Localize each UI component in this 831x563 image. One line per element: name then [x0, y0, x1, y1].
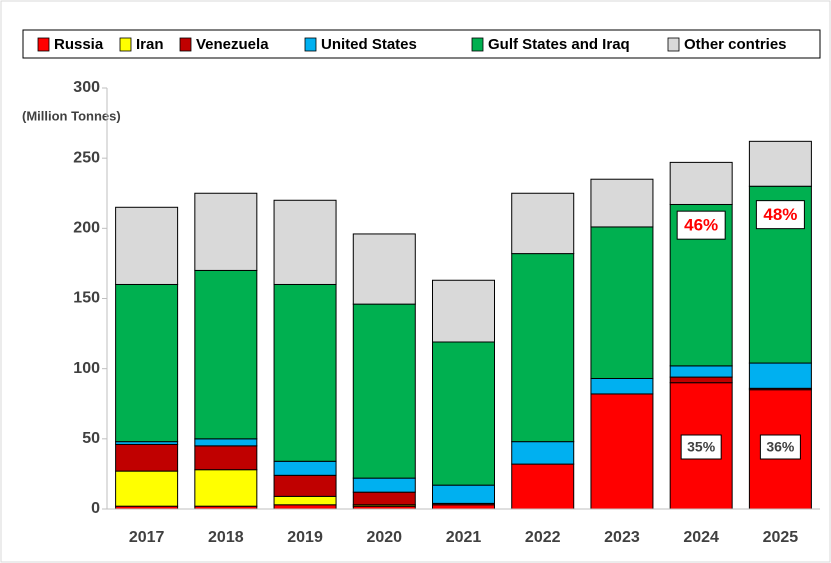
bar-segment	[115, 443, 179, 472]
x-tick-label: 2017	[129, 529, 165, 546]
y-tick-label: 0	[91, 500, 100, 517]
annotation: 35%	[687, 439, 716, 455]
annotation: 36%	[766, 439, 795, 455]
legend-label: United States	[321, 36, 417, 53]
x-tick-label: 2019	[287, 529, 323, 546]
bar-segment	[115, 283, 179, 443]
bar-segment	[273, 199, 337, 285]
annotation: 48%	[763, 205, 797, 224]
legend-swatch	[37, 37, 50, 52]
x-tick-label: 2021	[446, 529, 482, 546]
bar-segment	[590, 393, 654, 510]
legend-box	[22, 29, 821, 59]
bar-segment	[273, 460, 337, 476]
annotation-box	[676, 210, 726, 240]
annotation-box	[759, 434, 801, 460]
x-tick-label: 2018	[208, 529, 244, 546]
bar-segment	[511, 463, 575, 510]
x-tick-label: 2023	[604, 529, 640, 546]
bar-segment	[590, 377, 654, 395]
bar-segment	[273, 495, 337, 506]
y-tick-label: 300	[73, 79, 100, 96]
y-axis-label: (Million Tonnes)	[22, 108, 121, 123]
annotation-box	[755, 200, 805, 230]
x-tick-label: 2024	[683, 529, 719, 546]
bar-segment	[432, 279, 495, 343]
bar-segment	[273, 504, 337, 510]
bar-segment	[590, 226, 654, 379]
x-tick-label: 2022	[525, 529, 561, 546]
bar-segment	[352, 303, 416, 479]
legend-label: Gulf States and Iraq	[488, 36, 630, 53]
legend-swatch	[179, 37, 192, 52]
bar-segment	[273, 474, 337, 497]
legend-swatch	[667, 37, 680, 52]
bar-segment	[590, 178, 654, 228]
bar-segment	[352, 491, 416, 506]
annotation: 46%	[684, 216, 718, 235]
bar-segment	[511, 441, 575, 465]
y-tick-label: 50	[82, 430, 100, 447]
bar-segment	[115, 470, 179, 507]
annotation-box	[680, 434, 722, 460]
bar-segment	[194, 469, 258, 507]
y-tick-label: 150	[73, 290, 100, 307]
bar-segment	[352, 477, 416, 493]
bar-segment	[669, 161, 733, 205]
legend-swatch	[471, 37, 484, 52]
bar-segment	[115, 206, 179, 285]
bar-segment	[511, 253, 575, 443]
bar-segment	[352, 233, 416, 305]
bar-segment	[432, 341, 495, 486]
bar-segment	[669, 365, 733, 378]
legend-label: Iran	[136, 36, 164, 53]
bar-segment	[194, 269, 258, 440]
legend-label: Venezuela	[196, 36, 269, 53]
bar-segment	[194, 438, 258, 447]
y-tick-label: 100	[73, 360, 100, 377]
bar-segment	[432, 504, 495, 510]
bar-segment	[194, 192, 258, 271]
x-tick-label: 2020	[366, 529, 402, 546]
bar-segment	[194, 445, 258, 471]
bar-segment	[273, 283, 337, 462]
bar-segment	[669, 376, 733, 384]
legend-label: Other contries	[684, 36, 787, 53]
y-tick-label: 250	[73, 149, 100, 166]
legend-swatch	[119, 37, 132, 52]
bar-segment	[748, 140, 812, 187]
x-tick-label: 2025	[763, 529, 799, 546]
bar-segment	[432, 484, 495, 504]
bar-segment	[748, 362, 812, 389]
legend-swatch	[304, 37, 317, 52]
y-tick-label: 200	[73, 220, 100, 237]
legend-label: Russia	[54, 36, 104, 53]
bar-segment	[511, 192, 575, 255]
